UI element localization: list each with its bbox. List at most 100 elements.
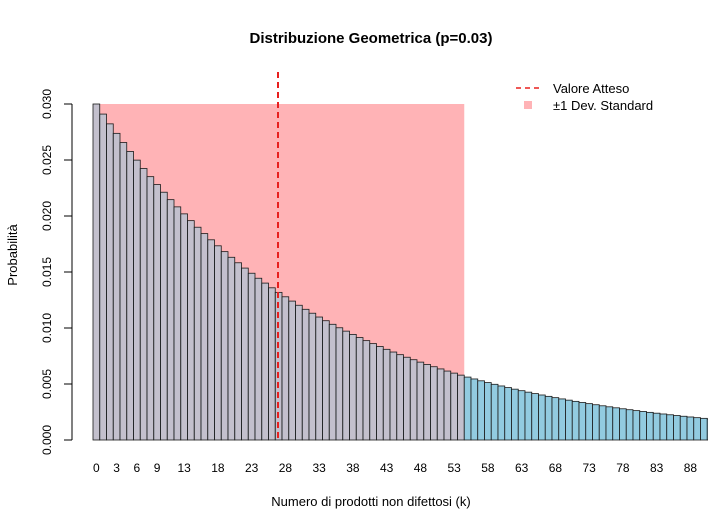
x-tick-label: 33 — [312, 461, 326, 475]
bar-k-80 — [632, 410, 641, 441]
bar-k-19 — [220, 251, 229, 441]
x-tick-label: 0 — [93, 461, 100, 475]
bar-k-73 — [585, 403, 593, 441]
bar-k-63 — [517, 390, 526, 441]
bar-k-16 — [200, 233, 209, 441]
bar-k-58 — [484, 382, 492, 441]
bar-k-60 — [497, 385, 506, 441]
x-tick-label: 43 — [380, 461, 394, 475]
bar-k-55 — [463, 376, 472, 441]
bar-k-14 — [187, 220, 195, 441]
x-tick-label: 78 — [616, 461, 630, 475]
bar-k-69 — [558, 398, 566, 441]
bar-k-18 — [214, 245, 222, 441]
bar-k-62 — [511, 388, 519, 441]
bar-k-90 — [700, 417, 708, 441]
bar-k-52 — [443, 370, 452, 441]
bar-k-1 — [99, 113, 107, 441]
x-tick-label: 58 — [481, 461, 495, 475]
bar-k-37 — [342, 330, 350, 441]
bar-k-67 — [544, 395, 553, 441]
chart-title: Distribuzione Geometrica (p=0.03) — [250, 30, 493, 47]
bar-k-22 — [241, 267, 249, 441]
bar-k-78 — [619, 408, 627, 441]
y-tick-label: 0.010 — [40, 313, 54, 343]
legend-sd-label: ±1 Dev. Standard — [553, 98, 653, 113]
bar-k-87 — [679, 415, 688, 441]
bar-k-77 — [612, 407, 620, 441]
bar-k-70 — [565, 399, 573, 441]
y-tick-label: 0.000 — [40, 425, 54, 455]
bar-k-32 — [308, 312, 317, 441]
y-tick-label: 0.005 — [40, 369, 54, 399]
legend-sd-swatch — [524, 101, 532, 109]
x-tick-label: 73 — [582, 461, 596, 475]
bar-k-83 — [652, 412, 661, 441]
x-axis-label: Numero di prodotti non difettosi (k) — [271, 494, 470, 509]
bar-k-74 — [592, 404, 600, 441]
x-axis: 0 3 6 9 13 18 23 28 33 38 43 48 53 58 63 68 73 78 83 88 — [93, 461, 697, 475]
x-tick-label: 28 — [279, 461, 293, 475]
y-tick-label: 0.025 — [40, 145, 54, 175]
bar-k-24 — [254, 277, 263, 441]
x-tick-label: 9 — [154, 461, 161, 475]
bar-k-44 — [389, 351, 398, 441]
bar-k-39 — [355, 337, 364, 441]
bar-k-59 — [490, 383, 499, 441]
x-tick-label: 13 — [177, 461, 191, 475]
bar-k-7 — [139, 168, 148, 441]
bar-k-84 — [659, 413, 668, 441]
y-axis: 0.000 0.005 0.010 0.015 0.020 0.025 0.030 — [40, 89, 73, 455]
x-tick-label: 3 — [113, 461, 120, 475]
x-tick-label: 38 — [346, 461, 360, 475]
x-tick-label: 18 — [211, 461, 225, 475]
bar-k-21 — [234, 262, 242, 441]
bar-k-35 — [328, 323, 337, 441]
bar-k-33 — [315, 316, 323, 441]
bar-k-0 — [92, 103, 101, 441]
bar-k-85 — [666, 414, 674, 441]
x-tick-label: 53 — [447, 461, 461, 475]
bar-k-9 — [153, 184, 161, 441]
bar-k-82 — [646, 411, 654, 441]
bar-k-38 — [349, 333, 357, 441]
bar-k-50 — [430, 366, 438, 441]
bar-k-49 — [423, 364, 431, 441]
x-tick-label: 48 — [414, 461, 428, 475]
bar-k-45 — [396, 354, 404, 441]
y-tick-label: 0.030 — [40, 89, 54, 119]
bar-k-51 — [436, 368, 445, 441]
bar-k-88 — [686, 416, 695, 441]
bar-k-57 — [477, 380, 485, 441]
bar-k-47 — [409, 359, 418, 441]
legend: Valore Atteso ±1 Dev. Standard — [516, 81, 653, 113]
x-tick-label: 63 — [515, 461, 529, 475]
bar-k-25 — [261, 282, 269, 441]
bar-k-54 — [457, 374, 465, 441]
y-axis-label: Probabilità — [5, 224, 20, 286]
bar-k-64 — [524, 391, 533, 441]
bar-k-79 — [625, 409, 634, 441]
bar-k-76 — [605, 406, 614, 441]
bar-k-2 — [106, 123, 114, 441]
bar-k-31 — [301, 308, 310, 441]
bar-k-42 — [376, 346, 384, 441]
bar-k-41 — [369, 343, 377, 441]
bar-k-6 — [133, 159, 141, 441]
bar-k-5 — [126, 151, 134, 441]
bar-k-68 — [551, 397, 560, 441]
bar-k-20 — [227, 256, 236, 441]
bar-k-43 — [382, 348, 391, 441]
y-tick-label: 0.015 — [40, 257, 54, 287]
bar-k-65 — [531, 393, 539, 441]
bar-k-81 — [639, 411, 647, 441]
bar-k-89 — [693, 417, 701, 441]
bar-k-12 — [173, 206, 182, 441]
bar-k-11 — [166, 199, 175, 441]
bar-k-86 — [673, 415, 681, 441]
bar-k-46 — [403, 356, 411, 441]
bar-k-53 — [450, 372, 458, 441]
bar-k-3 — [112, 132, 121, 441]
bar-k-17 — [207, 239, 215, 441]
bar-k-29 — [288, 300, 296, 441]
